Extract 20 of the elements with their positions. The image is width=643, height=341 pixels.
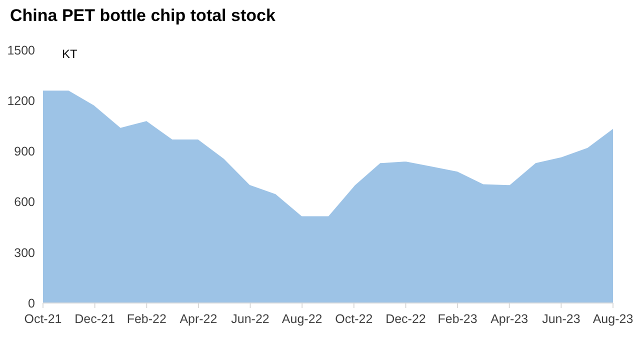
x-tick-label: Apr-22: [180, 312, 218, 326]
x-tick-label: Jun-23: [542, 312, 580, 326]
x-tick-label: Dec-22: [386, 312, 426, 326]
x-tick-label: Apr-23: [490, 312, 528, 326]
x-tick-label: Feb-23: [438, 312, 478, 326]
y-tick-label: 600: [14, 195, 36, 210]
x-tick-label: Oct-22: [335, 312, 373, 326]
x-tick-label: Aug-23: [592, 312, 634, 326]
y-axis-title: KT: [62, 47, 78, 61]
x-tick-label: Feb-22: [126, 312, 166, 326]
y-tick-label: 0: [28, 296, 36, 310]
x-tick-label: Dec-21: [74, 312, 116, 326]
y-tick-label: 1200: [7, 94, 36, 108]
chart-title: China PET bottle chip total stock: [10, 6, 276, 26]
y-tick-label: 900: [14, 144, 36, 159]
x-tick-label: Aug-22: [282, 312, 322, 326]
y-tick-label: 1500: [7, 43, 36, 58]
x-tick-label: Oct-21: [24, 312, 62, 326]
y-tick-label: 300: [14, 246, 36, 260]
x-tick-label: Jun-22: [231, 312, 270, 326]
